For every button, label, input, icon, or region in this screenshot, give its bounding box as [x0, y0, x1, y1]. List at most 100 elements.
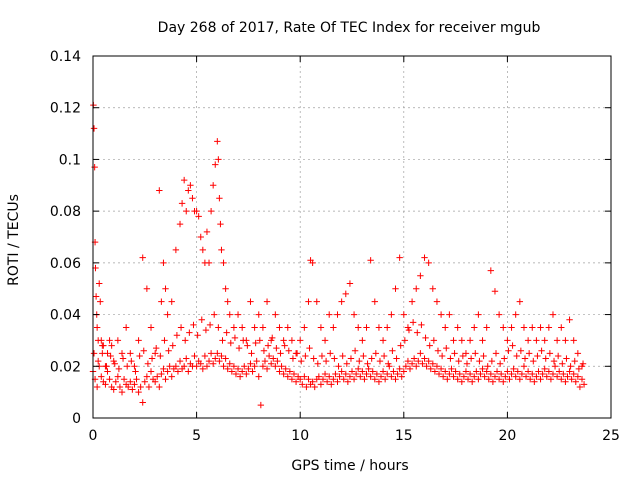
data-point: [543, 373, 550, 380]
data-point: [228, 368, 236, 375]
data-point: [564, 373, 571, 380]
data-point: [217, 220, 224, 228]
data-point: [535, 368, 542, 375]
data-point: [560, 370, 567, 378]
data-point: [475, 376, 482, 383]
data-point: [430, 337, 438, 344]
data-point: [321, 370, 329, 378]
data-point: [551, 363, 559, 370]
data-point: [566, 368, 573, 375]
data-point: [522, 373, 530, 380]
data-point: [263, 365, 271, 373]
data-point: [491, 373, 499, 380]
data-point: [553, 373, 561, 380]
data-point: [314, 360, 322, 367]
data-point: [245, 365, 252, 373]
data-point: [549, 370, 557, 378]
data-point: [381, 376, 389, 383]
data-point: [545, 368, 553, 375]
data-point: [207, 350, 215, 357]
data-point: [434, 347, 442, 354]
data-point: [240, 337, 247, 344]
data-point: [404, 357, 412, 365]
data-point: [413, 363, 420, 370]
data-point: [504, 368, 511, 375]
data-point: [157, 352, 164, 360]
data-point: [369, 368, 376, 375]
data-point: [545, 324, 553, 331]
data-point: [342, 370, 349, 378]
data-point: [330, 324, 337, 331]
data-point: [558, 324, 565, 331]
data-point: [160, 365, 167, 373]
data-point: [119, 355, 127, 362]
data-point: [389, 347, 396, 354]
data-point: [537, 324, 544, 331]
data-point: [93, 324, 101, 331]
data-point: [541, 365, 548, 373]
data-point: [180, 176, 188, 184]
data-point: [164, 311, 171, 318]
data-point: [293, 350, 301, 357]
data-point: [388, 311, 395, 318]
data-point: [264, 342, 272, 349]
y-tick-label: 0.12: [50, 101, 81, 117]
data-point: [305, 298, 312, 305]
data-point: [343, 360, 351, 367]
data-point: [401, 337, 409, 344]
data-point: [547, 376, 555, 383]
data-point: [580, 381, 588, 388]
data-point: [359, 337, 366, 344]
data-point: [426, 342, 433, 349]
data-point: [433, 363, 441, 370]
data-point: [539, 370, 546, 378]
data-point: [241, 363, 248, 370]
data-point: [421, 254, 428, 261]
y-tick-label: 0.04: [50, 308, 81, 324]
data-point: [151, 378, 159, 385]
data-point: [288, 337, 296, 344]
data-point: [479, 337, 486, 344]
data-point: [129, 386, 136, 393]
y-tick-label: 0.14: [50, 49, 81, 65]
data-point: [276, 324, 283, 331]
chart-title: Day 268 of 2017, Rate Of TEC Index for r…: [158, 20, 541, 36]
data-point: [272, 311, 279, 318]
data-point: [379, 337, 387, 344]
data-point: [315, 373, 323, 380]
data-point: [276, 368, 283, 375]
data-point: [495, 376, 503, 383]
data-point: [576, 383, 584, 391]
data-point: [408, 360, 416, 367]
data-point: [191, 352, 198, 360]
data-point: [450, 373, 457, 380]
data-point: [487, 267, 495, 274]
data-point: [384, 324, 391, 331]
data-point: [393, 355, 400, 362]
data-point: [147, 368, 155, 375]
data-point: [209, 360, 217, 367]
data-point: [533, 373, 540, 380]
data-point: [267, 360, 275, 367]
data-point: [199, 246, 207, 254]
data-point: [421, 355, 428, 362]
x-tick-label: 15: [395, 428, 413, 444]
data-point: [106, 376, 113, 383]
data-point: [94, 357, 102, 365]
data-point: [340, 376, 347, 383]
data-point: [351, 347, 359, 354]
data-point: [574, 373, 582, 380]
data-point: [553, 337, 561, 344]
data-point: [529, 324, 536, 331]
data-point: [92, 293, 100, 300]
data-point: [90, 125, 98, 132]
data-point: [429, 360, 437, 367]
data-point: [248, 350, 255, 357]
data-point: [336, 373, 343, 380]
data-point: [396, 254, 403, 261]
data-point: [238, 324, 246, 331]
data-point: [230, 363, 238, 370]
data-point: [454, 376, 461, 383]
data-point: [338, 298, 345, 305]
data-point: [347, 355, 355, 362]
